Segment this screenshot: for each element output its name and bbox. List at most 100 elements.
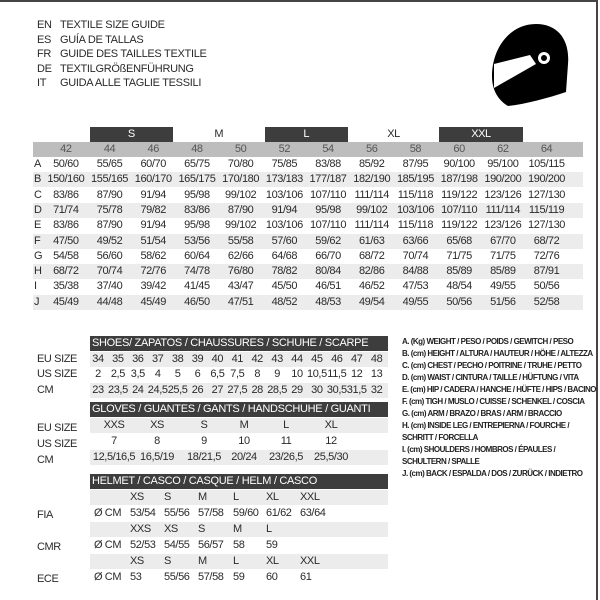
table-cell: 51/56 — [490, 295, 516, 308]
table-cell: 115/119 — [528, 203, 565, 216]
table-cell: 47 — [350, 353, 363, 365]
table-cell: 55/58 — [227, 234, 254, 247]
table-cell: 70/74 — [402, 249, 429, 262]
helmet-size: M — [198, 555, 207, 567]
table-cell: 60/70 — [140, 158, 166, 170]
table-cell: 84/88 — [402, 265, 429, 278]
table-cell: 12 — [325, 435, 337, 447]
table-cell: 45 — [311, 353, 323, 365]
table-cell: 82/86 — [358, 265, 385, 278]
row-label: EU SIZE — [37, 422, 77, 434]
table-cell: 45/49 — [53, 295, 79, 308]
table-cell: 87/90 — [227, 203, 254, 216]
table-cell: 103/106 — [265, 188, 303, 201]
table-cell: 111/114 — [354, 188, 389, 201]
table-cell: 48/54 — [446, 280, 472, 293]
table-cell: 41/45 — [184, 280, 210, 293]
table-cell: 87/90 — [96, 219, 123, 232]
column-header: 62 — [497, 143, 509, 155]
table-cell: S — [200, 419, 208, 431]
table-cell: 24 — [132, 383, 144, 396]
table-cell: 91/94 — [140, 219, 166, 232]
table-cell: 34 — [92, 353, 104, 365]
column-header: 60 — [453, 143, 465, 155]
row-label: I — [34, 280, 37, 293]
title-text: TEXTILE SIZE GUIDE — [60, 19, 165, 31]
table-cell: 71/75 — [446, 249, 472, 262]
table-cell: 62/66 — [227, 249, 254, 262]
table-cell: 72/76 — [533, 249, 560, 262]
table-cell: 7 — [111, 435, 117, 447]
table-cell: XS — [150, 419, 164, 431]
table-cell: 75/85 — [271, 158, 298, 170]
helmet-value: 59/60 — [233, 507, 259, 519]
helmet-size: S — [198, 523, 205, 535]
table-cell: 39/42 — [140, 280, 166, 293]
table-cell: 50/56 — [446, 295, 472, 308]
table-cell: 4 — [154, 368, 161, 381]
table-cell: 115/118 — [397, 188, 434, 201]
legend-line: F. (cm) TIGH / MUSLO / CUISSE / SCHENKEL… — [402, 397, 585, 406]
standard-label: CMR — [37, 541, 61, 553]
table-cell: 45/50 — [271, 280, 298, 293]
table-cell: 49/54 — [358, 295, 385, 308]
table-cell: 160/170 — [134, 173, 172, 186]
table-cell: 103/106 — [396, 203, 434, 216]
table-cell: 12 — [350, 368, 363, 381]
helmet-icon — [492, 24, 569, 106]
table-cell: XXS — [103, 419, 125, 431]
size-group-s: S — [89, 127, 174, 142]
size-group-xxl: XXL — [439, 127, 523, 142]
table-cell: 87/95 — [402, 158, 429, 170]
helmet-value: 58 — [233, 539, 245, 551]
table-cell: 28 — [251, 383, 263, 396]
helmet-value: 55/56 — [164, 571, 190, 583]
column-header-band — [33, 142, 583, 157]
table-cell: 190/200 — [528, 173, 566, 186]
table-cell: 9 — [274, 368, 280, 381]
table-cell: 95/100 — [487, 158, 519, 170]
table-cell: 16,5/19 — [140, 451, 174, 463]
table-cell: 8 — [154, 435, 160, 447]
table-cell: 27 — [211, 383, 224, 396]
language-code: EN — [37, 19, 52, 31]
helmet-value: 56/57 — [198, 539, 224, 551]
table-cell: 35/38 — [53, 280, 79, 293]
table-cell: 10,5 — [306, 368, 327, 381]
table-cell: 10 — [238, 435, 250, 447]
helmet-size: L — [233, 491, 239, 503]
table-cell: 79/82 — [140, 203, 166, 216]
unit-label: Ø CM — [94, 571, 122, 583]
table-cell: 30 — [311, 383, 323, 396]
helmet-value: 53/54 — [130, 507, 156, 519]
table-cell: 68/72 — [358, 249, 385, 262]
legend-line: B. (cm) HEIGHT / ALTURA / HAUTEUR / HÖHE… — [402, 349, 593, 358]
section-header-bar — [90, 474, 388, 489]
table-cell: 2 — [95, 368, 101, 381]
table-cell: 54/58 — [53, 249, 79, 262]
table-cell: 46/50 — [184, 295, 210, 308]
table-cell: 150/160 — [47, 173, 85, 186]
helmet-size: XXS — [130, 523, 151, 535]
column-header: 58 — [409, 143, 422, 155]
table-cell: 48/53 — [315, 295, 341, 308]
column-header: 56 — [366, 143, 378, 155]
table-cell: 9 — [201, 435, 207, 447]
column-header: 54 — [322, 143, 334, 155]
helmet-size: L — [233, 555, 239, 567]
shoes-header: SHOES/ ZAPATOS / CHAUSSURES / SCHUHE / S… — [92, 337, 369, 349]
table-cell: 74/78 — [184, 265, 210, 278]
table-cell: 107/110 — [441, 203, 478, 216]
row-label: CM — [37, 454, 54, 466]
table-cell: 91/94 — [271, 203, 298, 216]
helmet-value: 59 — [266, 539, 278, 551]
table-cell: 66/70 — [315, 249, 341, 262]
row-band — [90, 554, 388, 569]
helmet-value: 61/62 — [266, 507, 292, 519]
standard-label: ECE — [37, 573, 59, 585]
table-cell: 99/102 — [225, 219, 257, 232]
table-cell: 26 — [191, 383, 204, 396]
table-cell: 5 — [174, 368, 181, 381]
table-cell: 40 — [211, 353, 224, 365]
legend-line: J. (cm) BACK / ESPALDA / DOS / ZURÜCK / … — [402, 469, 583, 478]
